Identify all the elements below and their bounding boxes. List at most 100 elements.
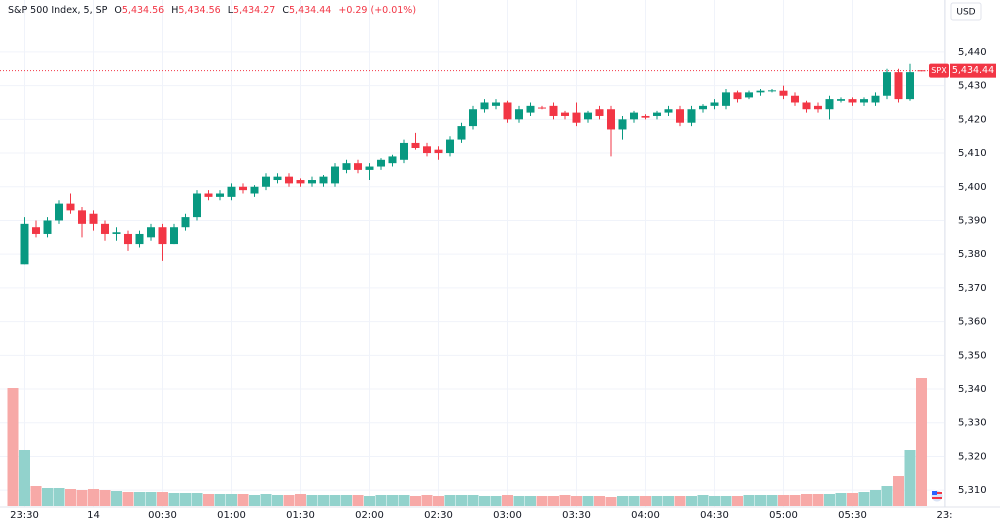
volume-bar — [398, 495, 410, 506]
volume-bar — [99, 490, 111, 506]
candle-body — [55, 203, 63, 221]
legend-o-label: O — [114, 5, 121, 16]
legend-o: 5,434.56 — [122, 5, 164, 16]
volume-bar — [697, 495, 709, 506]
candle-body — [239, 186, 247, 191]
volume-bar — [479, 496, 490, 506]
legend-change: +0.29 (+0.01%) — [338, 5, 416, 16]
volume-bar — [651, 496, 663, 506]
x-tick-label: 04:00 — [631, 510, 660, 521]
volume-bar — [502, 495, 513, 506]
volume-bar — [743, 495, 755, 506]
volume-bar — [801, 494, 812, 506]
candle-body — [296, 180, 305, 184]
x-tick-label: 14 — [87, 510, 100, 521]
volume-bar — [88, 489, 99, 506]
volume-bar — [433, 496, 444, 506]
y-tick-label: 5,390 — [958, 215, 987, 226]
x-tick-label: 23: — [936, 510, 952, 521]
x-tick-label: 01:00 — [217, 510, 246, 521]
candle-body — [101, 223, 109, 234]
currency[interactable]: USD — [956, 8, 975, 18]
volume-bar — [237, 494, 249, 506]
volume-bar — [904, 450, 916, 506]
candle-body — [216, 193, 224, 197]
candle-body — [204, 193, 213, 197]
candle-body — [745, 92, 753, 98]
volume-bar — [226, 494, 237, 506]
volume-bar — [916, 378, 927, 506]
volume-bar — [203, 494, 214, 506]
candle-body — [825, 99, 834, 110]
volume-bar — [30, 486, 42, 506]
candle-body — [411, 142, 420, 148]
legend-c: 5,434.44 — [289, 5, 331, 16]
volume-bar — [766, 495, 778, 506]
volume-bar — [559, 495, 571, 506]
volume-bar — [881, 486, 893, 506]
candle-body — [446, 139, 454, 154]
candle-body — [756, 90, 765, 93]
volume-bar — [180, 493, 191, 506]
y-tick-label: 5,370 — [958, 283, 987, 294]
currency-button[interactable] — [950, 2, 982, 21]
volume-bar — [364, 496, 375, 506]
y-tick-label: 5,400 — [958, 182, 987, 193]
candle-body — [549, 105, 558, 116]
volume-bar — [847, 493, 858, 506]
candle-body — [561, 112, 569, 116]
volume-bar — [709, 496, 720, 506]
volume-bar — [456, 495, 467, 506]
candle-body — [400, 142, 408, 160]
volume-bar — [835, 493, 847, 506]
volume-bar — [594, 496, 605, 506]
candle-body — [676, 109, 684, 123]
x-tick-label: 02:30 — [424, 510, 453, 521]
candle-body — [273, 176, 282, 181]
candle-body — [722, 92, 730, 106]
volume-bar — [467, 495, 479, 506]
candle-body — [572, 112, 581, 123]
candle-body — [618, 119, 627, 130]
candle-body — [181, 217, 190, 228]
candle-body — [423, 146, 431, 154]
candle-body — [641, 115, 650, 118]
volume-bar — [582, 496, 594, 506]
volume-bar — [571, 496, 582, 506]
volume-bar — [214, 494, 226, 506]
volume-bar — [755, 495, 766, 506]
volume-bar — [260, 494, 272, 506]
volume-bar — [824, 494, 835, 506]
y-tick-label: 5,320 — [958, 451, 987, 462]
volume-bar — [341, 495, 352, 506]
volume-bar — [19, 450, 30, 506]
candle-body — [43, 220, 52, 234]
candle-body — [538, 107, 546, 109]
volume-bar — [778, 495, 789, 506]
candle-body — [331, 166, 339, 184]
y-tick-label: 5,350 — [958, 350, 987, 361]
x-tick-label: 04:30 — [700, 510, 729, 521]
candle-body — [250, 186, 259, 194]
y-tick-label: 5,420 — [958, 114, 987, 125]
volume-bar — [375, 495, 387, 506]
x-tick-label: 01:30 — [286, 510, 315, 521]
volume-bar — [53, 488, 65, 506]
y-tick-label: 5,360 — [958, 317, 987, 328]
candle-body — [342, 163, 351, 170]
candle-body — [20, 223, 29, 265]
candle-body — [112, 232, 121, 234]
candle-body — [848, 99, 857, 103]
candle-body — [434, 149, 443, 154]
candle-body — [158, 227, 167, 245]
candle-body — [480, 102, 489, 110]
volume-bar — [122, 492, 134, 506]
candle-body — [32, 227, 40, 234]
volume-bar — [134, 492, 145, 506]
candle-body — [354, 163, 362, 170]
y-tick-label: 5,330 — [958, 418, 987, 429]
x-tick-label: 05:00 — [769, 510, 798, 521]
volume-bar — [42, 488, 53, 506]
candle-body — [124, 233, 132, 245]
